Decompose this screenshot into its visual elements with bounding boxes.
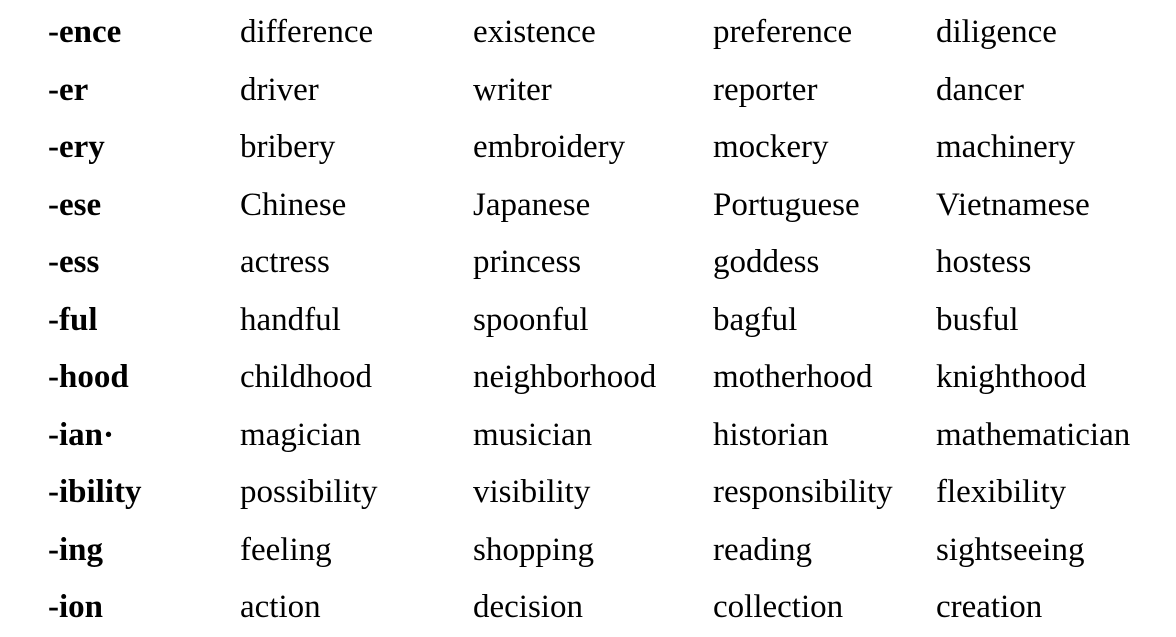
table-row: -ibility possibility visibility responsi… bbox=[48, 464, 1166, 522]
suffix-cell: -ence bbox=[48, 14, 122, 51]
suffix-cell: -ian· bbox=[48, 416, 115, 453]
example-word: decision bbox=[473, 589, 583, 626]
suffix-cell: -ing bbox=[48, 531, 104, 568]
example-word: sightseeing bbox=[936, 531, 1085, 568]
example-word: Japanese bbox=[473, 186, 591, 223]
example-word: motherhood bbox=[713, 359, 873, 396]
table-row: -ess actress princess goddess hostess bbox=[48, 234, 1166, 292]
example-word: collection bbox=[713, 589, 844, 626]
example-word: creation bbox=[936, 589, 1043, 626]
suffix-cell: -ery bbox=[48, 129, 105, 166]
example-word: responsibility bbox=[713, 474, 893, 511]
example-word: mathematician bbox=[936, 416, 1131, 453]
example-word: reporter bbox=[713, 71, 818, 108]
example-word: childhood bbox=[240, 359, 372, 396]
example-word: bribery bbox=[240, 129, 336, 166]
example-word: spoonful bbox=[473, 301, 589, 338]
example-word: magician bbox=[240, 416, 361, 453]
example-word: writer bbox=[473, 71, 552, 108]
suffix-cell: -ibility bbox=[48, 474, 142, 511]
example-word: driver bbox=[240, 71, 319, 108]
example-word: neighborhood bbox=[473, 359, 657, 396]
example-word: actress bbox=[240, 244, 330, 281]
example-word: feeling bbox=[240, 531, 332, 568]
suffix-cell: -ese bbox=[48, 186, 102, 223]
table-row: -hood childhood neighborhood motherhood … bbox=[48, 349, 1166, 407]
example-word: shopping bbox=[473, 531, 595, 568]
example-word: musician bbox=[473, 416, 593, 453]
example-word: princess bbox=[473, 244, 582, 281]
example-word: knighthood bbox=[936, 359, 1087, 396]
example-word: action bbox=[240, 589, 321, 626]
table-row: -ery bribery embroidery mockery machiner… bbox=[48, 119, 1166, 177]
example-word: bagful bbox=[713, 301, 798, 338]
example-word: dancer bbox=[936, 71, 1024, 108]
table-row: -er driver writer reporter dancer bbox=[48, 62, 1166, 120]
example-word: Vietnamese bbox=[936, 186, 1090, 223]
example-word: busful bbox=[936, 301, 1019, 338]
suffix-cell: -ful bbox=[48, 301, 98, 338]
suffix-word-table: -ence difference existence preference di… bbox=[48, 4, 1166, 637]
example-word: handful bbox=[240, 301, 341, 338]
suffix-cell: -er bbox=[48, 71, 89, 108]
example-word: diligence bbox=[936, 14, 1057, 51]
example-word: machinery bbox=[936, 129, 1076, 166]
example-word: embroidery bbox=[473, 129, 626, 166]
example-word: mockery bbox=[713, 129, 829, 166]
example-word: historian bbox=[713, 416, 829, 453]
suffix-cell: -ion bbox=[48, 589, 104, 626]
example-word: goddess bbox=[713, 244, 820, 281]
example-word: preference bbox=[713, 14, 853, 51]
example-word: existence bbox=[473, 14, 596, 51]
example-word: hostess bbox=[936, 244, 1032, 281]
example-word: Chinese bbox=[240, 186, 347, 223]
table-row: -ing feeling shopping reading sightseein… bbox=[48, 522, 1166, 580]
example-word: flexibility bbox=[936, 474, 1067, 511]
example-word: reading bbox=[713, 531, 812, 568]
example-word: Portuguese bbox=[713, 186, 860, 223]
suffix-cell: -ess bbox=[48, 244, 100, 281]
table-row: -ese Chinese Japanese Portuguese Vietnam… bbox=[48, 177, 1166, 235]
example-word: visibility bbox=[473, 474, 591, 511]
example-word: possibility bbox=[240, 474, 378, 511]
suffix-cell: -hood bbox=[48, 359, 129, 396]
table-row: -ian· magician musician historian mathem… bbox=[48, 407, 1166, 465]
table-row: -ence difference existence preference di… bbox=[48, 4, 1166, 62]
table-row: -ful handful spoonful bagful busful bbox=[48, 292, 1166, 350]
table-row: -ion action decision collection creation bbox=[48, 579, 1166, 637]
example-word: difference bbox=[240, 14, 374, 51]
